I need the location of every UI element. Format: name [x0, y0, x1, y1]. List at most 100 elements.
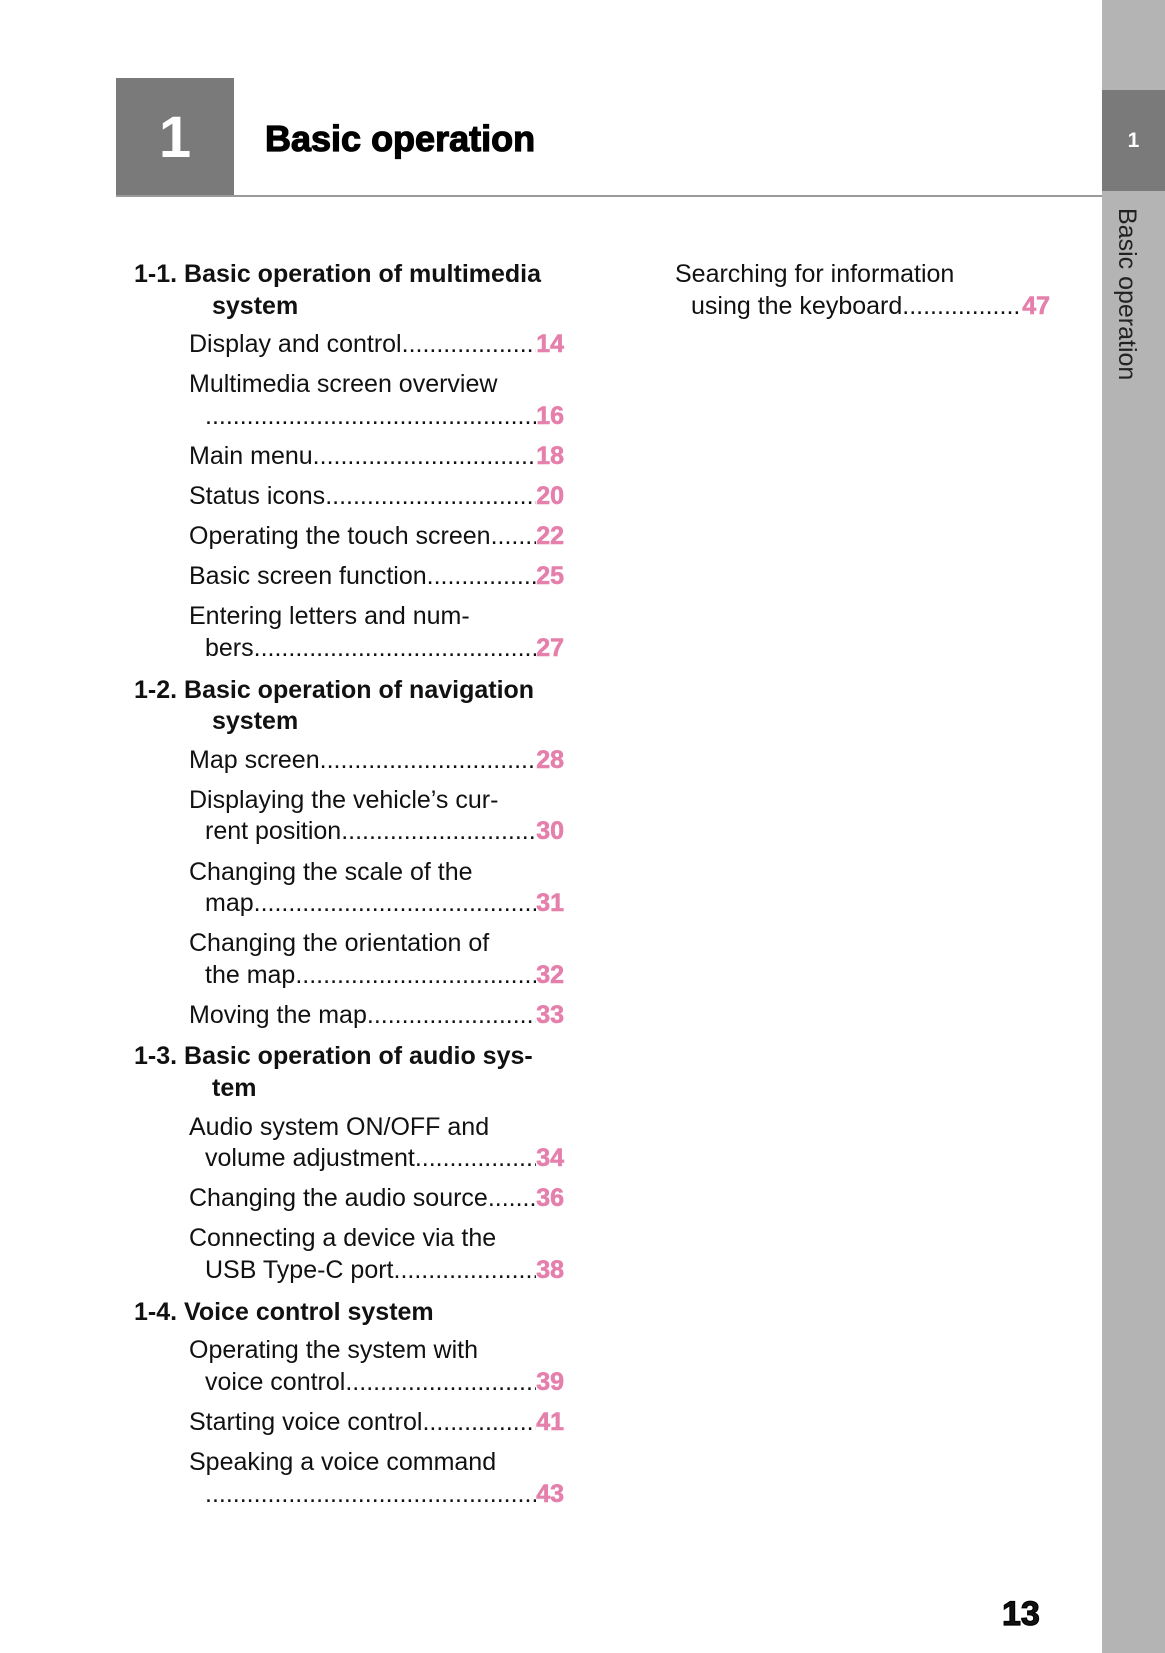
- entry-text: Audio system ON/OFF and: [189, 1112, 490, 1141]
- toc-entry[interactable]: Audio system ON/OFF and volume adjustment…: [134, 1112, 564, 1175]
- dot-leader: [427, 561, 537, 593]
- dot-leader: [394, 1255, 537, 1287]
- dot-leader: [402, 329, 537, 361]
- entry-page-number[interactable]: 27: [536, 633, 564, 663]
- entry-line: Status icons 20: [189, 481, 564, 513]
- entry-text: Status icons: [189, 482, 326, 511]
- toc-entry[interactable]: Operating the touch screen 22: [134, 521, 564, 553]
- entry-page-number[interactable]: 38: [536, 1256, 564, 1285]
- entry-line: Moving the map 33: [189, 1000, 564, 1032]
- entry-text: Changing the audio source: [189, 1184, 488, 1213]
- entry-page-number[interactable]: 36: [536, 1184, 564, 1213]
- entry-text: map: [205, 889, 254, 918]
- dot-leader: [254, 633, 537, 665]
- dot-leader: [341, 816, 536, 848]
- toc-entry[interactable]: Changing the scale of the map 31: [134, 857, 564, 920]
- toc-entry[interactable]: Searching for information using the keybo…: [675, 259, 1050, 322]
- entry-line: volume adjustment 34: [189, 1143, 564, 1175]
- entry-page-number[interactable]: 33: [536, 1000, 564, 1030]
- toc-section-heading: 1-2. Basic operation of navigation system: [134, 675, 564, 738]
- dot-leader: [295, 960, 536, 992]
- entry-line: Searching for information: [675, 259, 1050, 291]
- toc-entry[interactable]: Changing the audio source 36: [134, 1183, 564, 1215]
- entry-line: Changing the audio source 36: [189, 1183, 564, 1215]
- toc-entry[interactable]: Main menu 18: [134, 441, 564, 473]
- side-chapter-tab[interactable]: 1: [1102, 90, 1165, 191]
- entry-page-number[interactable]: 18: [536, 441, 564, 471]
- entry-page-number[interactable]: 39: [536, 1367, 564, 1397]
- header-divider: [116, 195, 1102, 197]
- toc-entry[interactable]: Speaking a voice command 43: [134, 1447, 564, 1510]
- toc-entry[interactable]: Multimedia screen overview 16: [134, 369, 564, 432]
- entry-text: volume adjustment: [205, 1144, 415, 1173]
- dot-leader: [345, 1367, 536, 1399]
- toc-entry[interactable]: Displaying the vehicle’s cur-rent positi…: [134, 785, 564, 848]
- entry-line: voice control 39: [189, 1367, 564, 1399]
- entry-page-number[interactable]: 20: [536, 482, 564, 511]
- page-number: 13: [1001, 1594, 1040, 1633]
- entry-page-number[interactable]: 47: [1022, 291, 1050, 320]
- side-tab-number: 1: [1127, 128, 1140, 152]
- entry-line: map 31: [189, 888, 564, 920]
- entry-line: Audio system ON/OFF and: [189, 1112, 564, 1144]
- toc-right-column: Searching for information using the keybo…: [675, 259, 1050, 322]
- entry-line: Map screen 28: [189, 745, 564, 777]
- entry-text: Displaying the vehicle’s cur-: [189, 785, 499, 814]
- toc-entry[interactable]: Moving the map 33: [134, 1000, 564, 1032]
- entry-text: Operating the system with: [189, 1336, 479, 1365]
- entry-text: Display and control: [189, 330, 402, 359]
- entry-page-number[interactable]: 43: [536, 1479, 564, 1508]
- entry-page-number[interactable]: 25: [536, 562, 564, 591]
- entry-line: Changing the orientation of: [189, 928, 564, 960]
- entry-page-number[interactable]: 30: [536, 817, 564, 846]
- toc-entry[interactable]: Display and control 14: [134, 329, 564, 361]
- entry-text: Basic screen function: [189, 562, 427, 591]
- toc-entry[interactable]: Status icons 20: [134, 481, 564, 513]
- entry-text: bers: [205, 633, 254, 662]
- heading-line: system: [212, 707, 299, 736]
- entry-page-number[interactable]: 28: [536, 745, 564, 774]
- entry-text: Entering letters and num-: [189, 602, 470, 631]
- toc-entry[interactable]: Map screen 28: [134, 745, 564, 777]
- dot-leader: [902, 291, 1022, 323]
- toc-section-heading: 1-3. Basic operation of audio sys-tem: [134, 1041, 564, 1104]
- entry-page-number[interactable]: 34: [536, 1144, 564, 1173]
- entry-text: Map screen: [189, 745, 320, 774]
- entry-page-number[interactable]: 32: [536, 960, 564, 989]
- entry-line: Multimedia screen overview: [189, 369, 564, 401]
- toc-entry[interactable]: Entering letters and num-bers 27: [134, 601, 564, 664]
- entry-text: Moving the map: [189, 1000, 367, 1029]
- entry-text: using the keyboard: [691, 291, 903, 320]
- toc-entry[interactable]: Connecting a device via the USB Type-C po…: [134, 1223, 564, 1286]
- dot-leader: [367, 1000, 536, 1032]
- entry-page-number[interactable]: 14: [536, 330, 564, 359]
- entry-line: Displaying the vehicle’s cur-: [189, 785, 564, 817]
- side-chapter-label: Basic operation: [1113, 208, 1141, 381]
- dot-leader: [320, 745, 537, 777]
- toc-entry[interactable]: Basic screen function 25: [134, 561, 564, 593]
- entry-text: Changing the scale of the: [189, 857, 473, 886]
- entry-text: Multimedia screen overview: [189, 370, 498, 399]
- heading-line: 1-4. Voice control system: [134, 1297, 434, 1326]
- entry-line: Basic screen function 25: [189, 561, 564, 593]
- entry-line: USB Type-C port 38: [189, 1255, 564, 1287]
- chapter-title: Basic operation: [264, 117, 536, 159]
- dot-leader: [488, 1183, 536, 1215]
- entry-text: Main menu: [189, 441, 313, 470]
- heading-line: 1-1. Basic operation of multimedia: [134, 260, 542, 288]
- entry-page-number[interactable]: 22: [536, 522, 564, 551]
- entry-text: Speaking a voice command: [189, 1448, 497, 1476]
- entry-page-number[interactable]: 41: [536, 1407, 564, 1437]
- entry-page-number[interactable]: 31: [536, 889, 564, 918]
- entry-page-number[interactable]: 16: [536, 401, 564, 431]
- entry-line: bers 27: [189, 633, 564, 665]
- entry-line: Connecting a device via the: [189, 1223, 564, 1255]
- entry-line: using the keyboard 47: [675, 291, 1050, 323]
- entry-text: Starting voice control: [189, 1407, 423, 1436]
- toc-entry[interactable]: Starting voice control 41: [134, 1407, 564, 1439]
- entry-line: 43: [189, 1479, 564, 1511]
- entry-text: Changing the orientation of: [189, 929, 490, 958]
- dot-leader: [205, 1479, 536, 1511]
